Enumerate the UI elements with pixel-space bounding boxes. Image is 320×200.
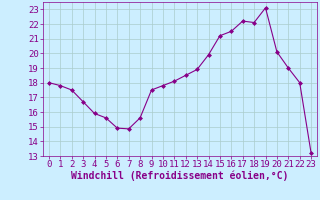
X-axis label: Windchill (Refroidissement éolien,°C): Windchill (Refroidissement éolien,°C) — [71, 171, 289, 181]
